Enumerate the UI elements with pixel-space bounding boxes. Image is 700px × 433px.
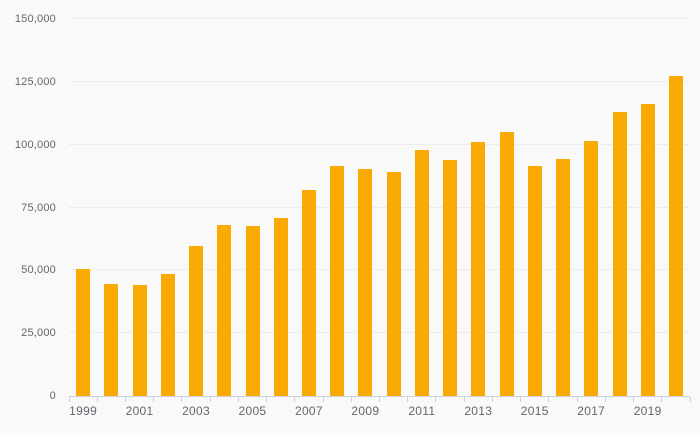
x-axis-label-2005: 2005 bbox=[238, 404, 267, 418]
x-axis-label-2013: 2013 bbox=[464, 404, 493, 418]
bar-2000[interactable] bbox=[104, 284, 119, 396]
bar-slot-2005 bbox=[238, 19, 266, 396]
bar-2013[interactable] bbox=[471, 142, 486, 396]
bar-2019[interactable] bbox=[640, 104, 655, 396]
bar-2007[interactable] bbox=[301, 189, 316, 396]
gridline-50000 bbox=[69, 269, 690, 271]
bar-slot-2012 bbox=[436, 19, 464, 396]
bar-slot-2019 bbox=[634, 19, 662, 396]
bar-2011[interactable] bbox=[414, 149, 429, 396]
x-axis-tick bbox=[633, 397, 635, 402]
bar-slot-2011 bbox=[408, 19, 436, 396]
bar-2014[interactable] bbox=[499, 132, 514, 396]
x-axis-tick bbox=[435, 397, 437, 402]
y-axis-label: 75,000 bbox=[21, 201, 56, 214]
x-axis-label-1999: 1999 bbox=[69, 404, 98, 418]
bar-2002[interactable] bbox=[160, 274, 175, 396]
x-axis-tick bbox=[266, 397, 268, 402]
x-axis-label-2017: 2017 bbox=[577, 404, 606, 418]
x-axis-tick bbox=[491, 397, 493, 402]
bar-slot-2020 bbox=[662, 19, 690, 396]
gridline-150000 bbox=[69, 18, 690, 19]
x-axis-tick bbox=[548, 397, 550, 402]
bar-2015[interactable] bbox=[527, 166, 542, 396]
bar-slot-2008 bbox=[323, 19, 351, 396]
x-axis-tick bbox=[209, 397, 211, 402]
bar-slot-2009 bbox=[351, 19, 379, 396]
x-axis: 1999 2001 2003 2005 2007 2009 2011 2013 2015 2017… bbox=[68, 397, 691, 431]
x-axis-tick bbox=[153, 397, 155, 402]
bar-2020[interactable] bbox=[669, 75, 684, 396]
bar-slot-2018 bbox=[605, 19, 633, 396]
bar-series bbox=[69, 19, 690, 396]
bar-slot-2016 bbox=[549, 19, 577, 396]
x-axis-tick bbox=[294, 397, 296, 402]
bar-slot-2001 bbox=[125, 19, 153, 396]
bar-slot-2017 bbox=[577, 19, 605, 396]
bar-2010[interactable] bbox=[386, 172, 401, 396]
gridline-125000 bbox=[69, 80, 690, 82]
y-axis-label: 100,000 bbox=[14, 138, 56, 151]
x-axis-tick bbox=[407, 397, 409, 402]
bar-slot-2014 bbox=[493, 19, 521, 396]
x-axis-tick bbox=[576, 397, 578, 402]
bar-2006[interactable] bbox=[273, 217, 288, 396]
bar-2016[interactable] bbox=[556, 158, 571, 396]
x-axis-label-2019: 2019 bbox=[633, 404, 662, 418]
bar-slot-2015 bbox=[521, 19, 549, 396]
x-axis-tick bbox=[350, 397, 352, 402]
bar-2009[interactable] bbox=[358, 168, 373, 396]
y-axis-label: 0 bbox=[49, 390, 56, 402]
bar-slot-2004 bbox=[210, 19, 238, 396]
y-axis-label: 50,000 bbox=[21, 264, 56, 277]
x-axis-tick bbox=[661, 397, 663, 402]
x-axis-label-2015: 2015 bbox=[520, 404, 549, 418]
bar-2004[interactable] bbox=[217, 225, 232, 396]
bar-slot-2013 bbox=[464, 19, 492, 396]
x-axis-label-2003: 2003 bbox=[182, 404, 210, 418]
bar-2017[interactable] bbox=[584, 140, 599, 396]
bar-2008[interactable] bbox=[330, 166, 345, 396]
x-axis-label-2001: 2001 bbox=[125, 404, 154, 418]
bar-2018[interactable] bbox=[612, 112, 627, 396]
x-axis-label-2009: 2009 bbox=[351, 404, 380, 418]
bar-slot-2000 bbox=[97, 19, 125, 396]
x-axis-tick bbox=[96, 397, 98, 402]
bar-2005[interactable] bbox=[245, 226, 260, 396]
y-axis: 0 25,000 50,000 75,000 100,000 125,000 150,000 bbox=[0, 13, 56, 402]
x-axis-tick bbox=[689, 397, 691, 402]
x-axis-label-2007: 2007 bbox=[294, 404, 323, 418]
y-axis-label: 150,000 bbox=[14, 13, 56, 25]
bar-slot-2003 bbox=[182, 19, 210, 396]
bar-2012[interactable] bbox=[443, 159, 458, 396]
bar-slot-2007 bbox=[295, 19, 323, 396]
x-axis-tick bbox=[322, 397, 324, 402]
x-axis-tick bbox=[520, 397, 522, 402]
gridline-25000 bbox=[69, 332, 690, 334]
x-axis-label-2011: 2011 bbox=[408, 404, 436, 418]
bar-slot-1999 bbox=[69, 19, 97, 396]
bar-slot-2006 bbox=[267, 19, 295, 396]
x-axis-tick bbox=[379, 397, 380, 402]
x-axis-tick bbox=[124, 397, 126, 402]
bar-2001[interactable] bbox=[132, 285, 147, 396]
y-axis-label: 25,000 bbox=[21, 327, 56, 340]
y-axis-label: 125,000 bbox=[14, 75, 56, 88]
plot-area bbox=[69, 18, 690, 397]
bar-slot-2010 bbox=[380, 19, 408, 396]
gridline-75000 bbox=[69, 206, 690, 208]
x-axis-tick bbox=[237, 397, 239, 402]
x-axis-tick bbox=[604, 397, 606, 402]
x-axis-tick bbox=[68, 397, 70, 402]
x-axis-tick bbox=[463, 397, 465, 402]
bar-2003[interactable] bbox=[189, 246, 204, 396]
x-axis-tick bbox=[181, 397, 183, 402]
bar-slot-2002 bbox=[154, 19, 182, 396]
gridline-100000 bbox=[69, 143, 690, 145]
bar-1999[interactable] bbox=[76, 269, 91, 396]
